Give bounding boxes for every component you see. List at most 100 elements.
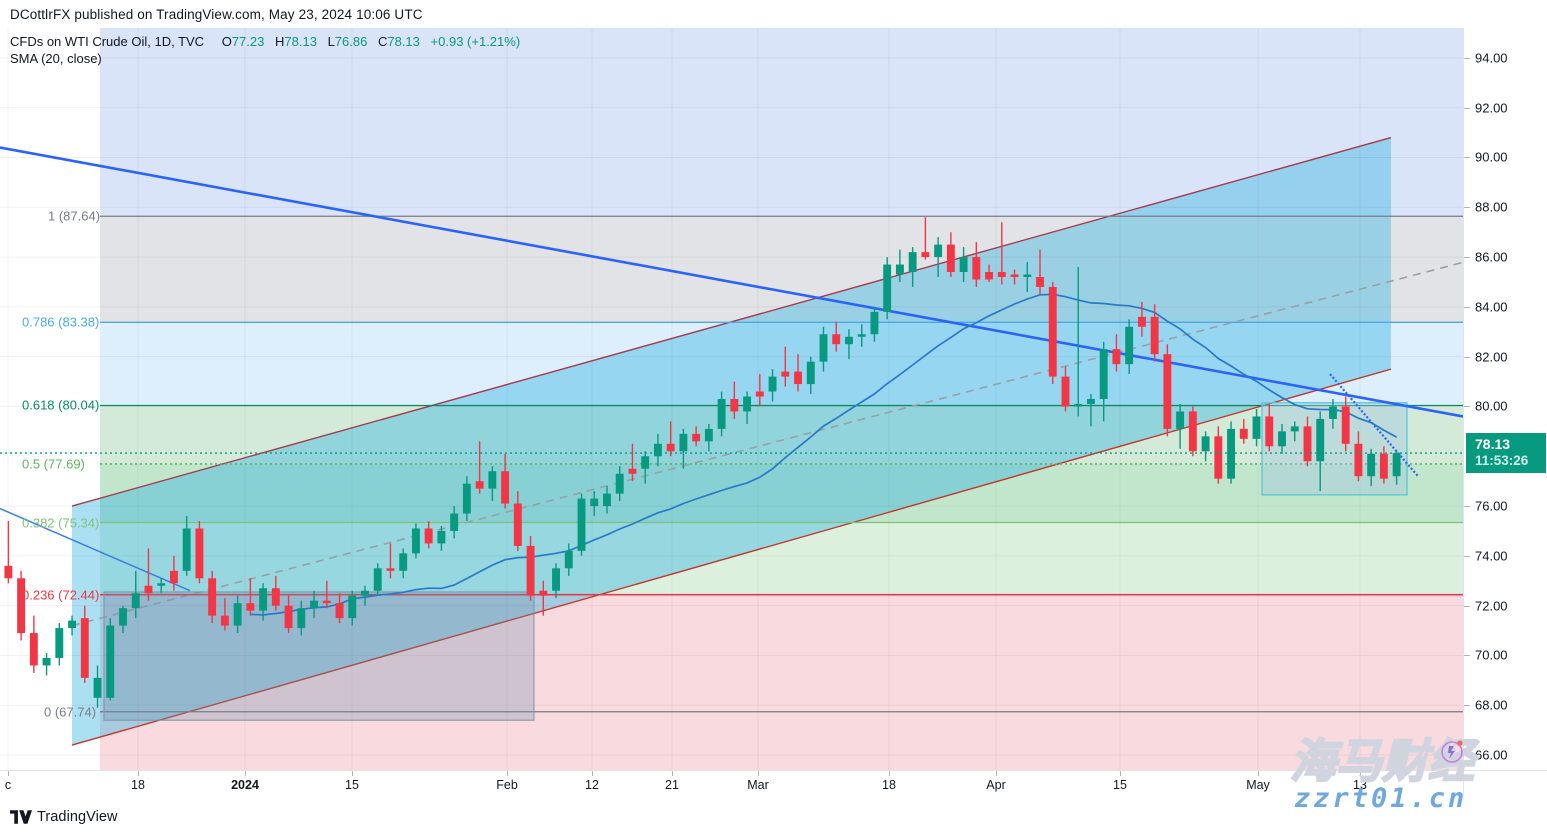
fib-band-below-0 (100, 711, 1463, 770)
sma-line (250, 293, 1398, 616)
candle (284, 595, 293, 634)
candle-body (908, 252, 917, 273)
candle-body (806, 361, 815, 385)
candle (1087, 394, 1095, 427)
candle (590, 491, 599, 517)
candle (832, 321, 841, 352)
candle (845, 329, 853, 360)
time-tick-label: 2024 (231, 778, 259, 792)
chart-plot-area[interactable]: 1 (87.64) 0.786 (83.38) 0.618 (80.04) 0.5 (… (0, 28, 1463, 770)
candle-body (1137, 316, 1146, 327)
candle (1137, 301, 1146, 337)
candle (692, 426, 701, 447)
time-tick-label: Feb (496, 778, 518, 792)
price-tick-label: 86.00 (1475, 249, 1508, 265)
time-tickmark (352, 771, 353, 776)
candle-body (895, 264, 904, 275)
candle-body (513, 503, 522, 546)
candle (641, 451, 650, 484)
candle-body (1316, 418, 1325, 462)
publisher-attribution: DCottlrFX published on TradingView.com, … (10, 7, 423, 22)
candle (908, 247, 917, 287)
candle (373, 563, 382, 596)
candle (310, 590, 318, 619)
fib-band-1 (100, 322, 1463, 406)
price-tick-label: 88.00 (1475, 199, 1508, 215)
candle (93, 665, 102, 708)
candle (704, 423, 713, 452)
price-tick-label: 76.00 (1475, 498, 1508, 514)
candle (1316, 411, 1325, 492)
candle (437, 525, 446, 551)
candle-body (845, 336, 853, 345)
candle-body (1214, 436, 1223, 479)
candle-body (1379, 453, 1388, 479)
price-tickmark (1464, 257, 1470, 259)
candle (895, 249, 904, 282)
time-tick-label: Mar (747, 778, 769, 792)
price-tickmark (1464, 406, 1470, 408)
candle (488, 466, 497, 502)
candle-body (704, 428, 713, 442)
candle-body (437, 530, 446, 544)
candle (361, 585, 369, 606)
price-tickmark (1464, 57, 1470, 59)
candle (144, 548, 153, 601)
candle-body (1201, 436, 1210, 452)
price-tick-label: 94.00 (1475, 50, 1508, 66)
candle (1125, 319, 1134, 375)
candle-body (348, 595, 357, 619)
candle-body (641, 456, 650, 469)
candle-body (1112, 349, 1121, 365)
candle (119, 605, 127, 634)
candle-body (1074, 403, 1083, 407)
candle (208, 570, 217, 624)
candle (1188, 406, 1197, 457)
candle-body (1036, 276, 1044, 287)
time-axis[interactable]: c 18 2024 15 Feb 12 21 Mar 18 Apr 15 May 13 (0, 770, 1463, 800)
candle (1150, 304, 1159, 362)
candle (424, 521, 433, 549)
candle-body (1341, 406, 1350, 444)
price-tickmark (1464, 506, 1470, 508)
candle-body (80, 618, 89, 678)
price-tick-label: 80.00 (1475, 398, 1508, 414)
time-tick-label: 13 (1353, 778, 1367, 792)
axis-corner (1463, 770, 1547, 800)
candle-body (755, 391, 764, 397)
candle-body (590, 498, 599, 507)
time-tick-label: 21 (665, 778, 679, 792)
fib-band-3 (100, 463, 1463, 523)
candle-body (526, 545, 535, 596)
time-tickmark (138, 771, 139, 776)
candle-body (1061, 376, 1070, 407)
candle-body (119, 608, 127, 626)
candle-body (653, 443, 662, 457)
candle-body (1087, 399, 1095, 404)
candle (794, 354, 802, 392)
candle (106, 618, 115, 701)
candle (539, 580, 548, 616)
candle-body (934, 244, 943, 258)
price-tickmark (1464, 605, 1470, 607)
candle (157, 578, 166, 594)
candle-body (297, 608, 306, 629)
time-tickmark (1360, 771, 1361, 776)
candle-body (768, 376, 777, 392)
time-tickmark (996, 771, 997, 776)
candle (1074, 267, 1083, 417)
candle (169, 555, 178, 591)
candle (29, 615, 38, 673)
price-axis[interactable]: 78.13 11:53:26 94.00 92.00 90.00 88.00 86.00… (1463, 28, 1547, 770)
candle-body (310, 600, 318, 609)
time-tickmark (889, 771, 890, 776)
candle-body (1227, 428, 1236, 479)
candle-body (819, 334, 828, 362)
candle (717, 391, 726, 437)
price-tick-label: 90.00 (1475, 149, 1508, 165)
time-tickmark (8, 771, 9, 776)
price-tick-label: 66.00 (1475, 747, 1508, 763)
candle-body (921, 252, 930, 258)
candle-body (386, 568, 395, 571)
candle-body (42, 657, 51, 666)
